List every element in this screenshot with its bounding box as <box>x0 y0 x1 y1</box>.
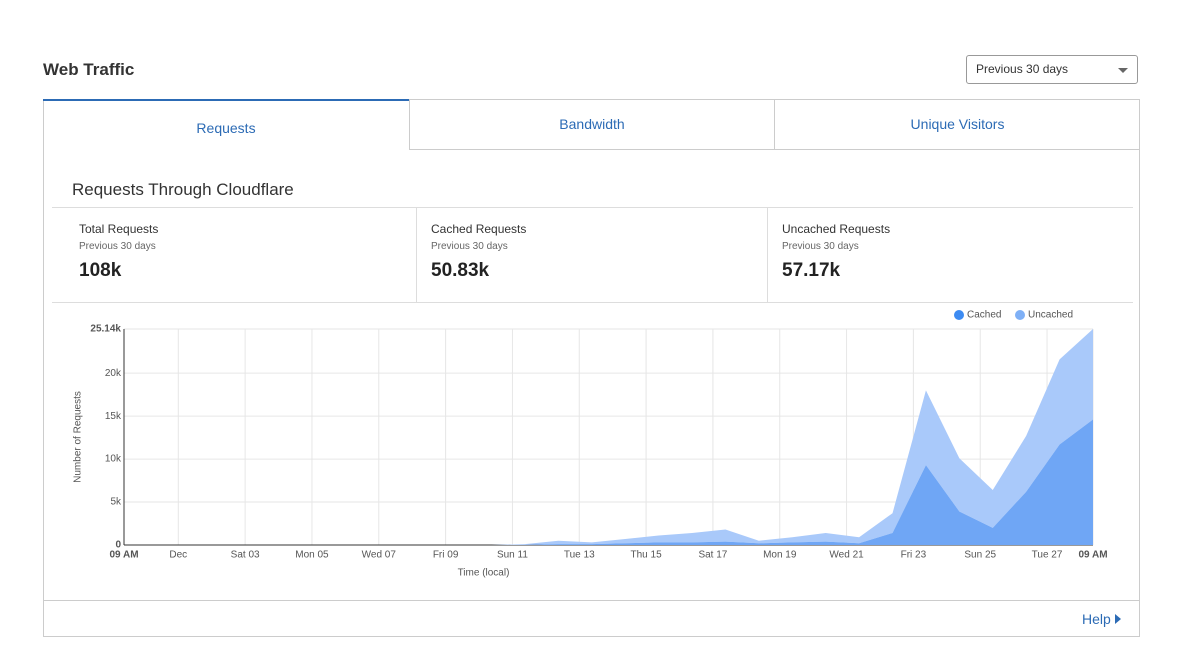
footer-divider <box>43 600 1140 601</box>
help-link[interactable]: Help <box>1082 611 1121 627</box>
x-tick-label: Sat 03 <box>231 550 260 561</box>
y-tick-label: 5k <box>110 497 122 508</box>
x-tick-label: Mon 19 <box>763 550 797 561</box>
x-tick-label: Dec <box>169 550 187 561</box>
panel <box>43 99 1140 637</box>
x-tick-label: Sun 25 <box>964 550 996 561</box>
x-tick-label: Tue 13 <box>564 550 595 561</box>
stat-label: Cached Requests <box>431 222 527 236</box>
tab[interactable]: Unique Visitors <box>774 99 1140 150</box>
stat-period: Previous 30 days <box>431 241 508 252</box>
x-tick-label: Fri 23 <box>901 550 927 561</box>
area <box>124 329 1093 545</box>
x-tick-label: Wed 07 <box>362 550 397 561</box>
stat: Total Requests Previous 30 days 108k <box>52 207 416 303</box>
stat-period: Previous 30 days <box>782 241 859 252</box>
x-tick-label: Sat 17 <box>698 550 727 561</box>
x-tick-label: Mon 05 <box>295 550 329 561</box>
range-select-text: Previous 30 days <box>976 62 1069 76</box>
y-tick-label: 25.14k <box>90 324 121 335</box>
stat-value: 108k <box>79 260 122 281</box>
y-axis-label: Number of Requests <box>73 391 84 483</box>
tab[interactable]: Bandwidth <box>409 99 774 150</box>
x-tick-label: Fri 09 <box>433 550 459 561</box>
stat-value: 50.83k <box>431 260 490 281</box>
range-select[interactable]: Previous 30 days <box>966 55 1138 84</box>
stat: Uncached Requests Previous 30 days 57.17k <box>767 207 1133 303</box>
x-tick-label: Wed 21 <box>829 550 864 561</box>
area <box>124 419 1093 545</box>
help-text: Help <box>1082 611 1111 627</box>
x-tick-label: 09 AM <box>109 550 138 561</box>
y-tick-label: 10k <box>105 454 122 465</box>
stat-label: Uncached Requests <box>782 222 891 236</box>
stats-box <box>52 207 1133 303</box>
panel-title: Requests Through Cloudflare <box>72 180 294 199</box>
x-tick-label: Sun 11 <box>497 550 528 561</box>
stat: Cached Requests Previous 30 days 50.83k <box>416 207 767 303</box>
stat-period: Previous 30 days <box>79 241 156 252</box>
tab[interactable]: Requests <box>43 99 409 150</box>
legend-swatch <box>1015 310 1025 320</box>
page-title: Web Traffic <box>43 60 135 79</box>
stat-label: Total Requests <box>79 222 159 236</box>
x-axis-label: Time (local) <box>458 568 510 579</box>
dropdown-arrow <box>1118 68 1128 73</box>
y-tick-label: 20k <box>105 368 122 379</box>
y-tick-label: 0 <box>115 540 121 551</box>
x-tick-label: Thu 15 <box>631 550 663 561</box>
stat-value: 57.17k <box>782 260 841 281</box>
y-tick-label: 15k <box>105 411 122 422</box>
x-tick-label: Tue 27 <box>1032 550 1063 561</box>
x-tick-label: 09 AM <box>1078 550 1107 561</box>
help-arrow <box>1114 614 1121 624</box>
legend-swatch <box>954 310 964 320</box>
legend-label: Uncached <box>1028 310 1073 321</box>
legend-label: Cached <box>967 310 1001 321</box>
